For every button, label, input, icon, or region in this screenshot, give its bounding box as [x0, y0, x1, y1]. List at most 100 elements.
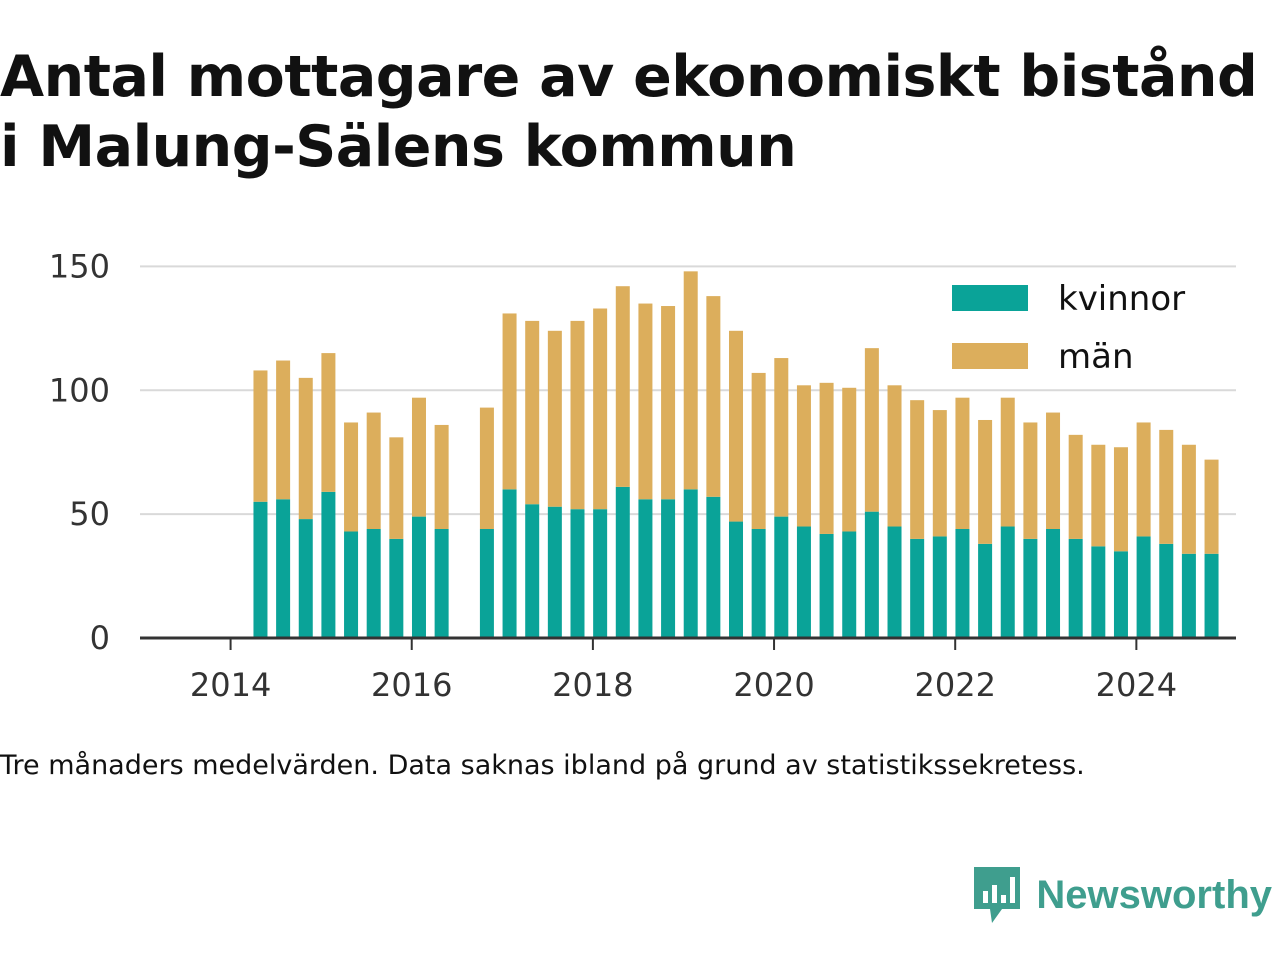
- bar-kvinnor: [1113, 551, 1128, 638]
- bar-kvinnor: [751, 528, 766, 638]
- bar-kvinnor: [729, 521, 744, 638]
- bar-kvinnor: [344, 531, 359, 638]
- bar-kvinnor: [547, 506, 562, 638]
- bar-man: [796, 385, 811, 527]
- brand-logo[interactable]: Newsworthy: [972, 860, 1272, 930]
- bar-kvinnor: [321, 491, 336, 638]
- bar-man: [298, 377, 313, 520]
- x-tick-label: 2022: [914, 666, 995, 704]
- chart-title-line-2: i Malung-Sälens kommun: [0, 114, 797, 180]
- chart-title-line-1: Antal mottagare av ekonomiskt bistånd: [0, 44, 1258, 110]
- chart-title: Antal mottagare av ekonomiskt bistånd i …: [0, 42, 1280, 182]
- y-tick-label: 100: [49, 371, 110, 409]
- bar-man: [525, 320, 540, 505]
- bar-man: [932, 410, 947, 537]
- bar-man: [1136, 422, 1151, 537]
- bar-man: [253, 370, 268, 502]
- x-tick-label: 2018: [552, 666, 633, 704]
- bar-kvinnor: [389, 538, 404, 638]
- bar-kvinnor: [615, 486, 630, 638]
- bar-kvinnor: [638, 499, 653, 638]
- bar-kvinnor: [796, 526, 811, 638]
- bar-kvinnor: [864, 511, 879, 638]
- bar-man: [1046, 412, 1061, 529]
- bar-man: [479, 407, 494, 529]
- bar-man: [864, 348, 879, 512]
- bar-kvinnor: [661, 499, 676, 638]
- axes: 0 50 100 150 2014 2016 2018 2020 2022 2024: [49, 247, 1236, 704]
- bar-man: [661, 306, 676, 500]
- bar-kvinnor: [276, 499, 291, 638]
- bar-man: [344, 422, 359, 532]
- y-tick-label: 150: [49, 247, 110, 285]
- bar-man: [729, 330, 744, 522]
- bar-kvinnor: [819, 533, 834, 638]
- x-tick-label: 2016: [371, 666, 452, 704]
- bar-kvinnor: [298, 519, 313, 638]
- x-tick-label: 2024: [1096, 666, 1177, 704]
- bar-man: [615, 286, 630, 487]
- bar-kvinnor: [1023, 538, 1038, 638]
- bar-man: [638, 303, 653, 500]
- bar-man: [570, 320, 585, 510]
- bars: [253, 271, 1219, 638]
- bar-man: [434, 424, 449, 529]
- bar-man: [955, 397, 970, 529]
- bar-kvinnor: [774, 516, 789, 638]
- legend-swatch-man: [952, 343, 1028, 369]
- legend: kvinnor män: [952, 279, 1185, 377]
- bar-man: [910, 400, 925, 539]
- bar-kvinnor: [479, 528, 494, 638]
- legend-label-man: män: [1058, 337, 1134, 377]
- bar-man: [1204, 459, 1219, 554]
- bar-kvinnor: [593, 509, 608, 638]
- bar-man: [1159, 429, 1174, 544]
- bar-man: [706, 296, 721, 497]
- bar-man: [593, 308, 608, 510]
- bar-kvinnor: [910, 538, 925, 638]
- stacked-bar-chart: 0 50 100 150 2014 2016 2018 2020 2022 2024 kvinno…: [49, 247, 1236, 704]
- bar-man: [751, 372, 766, 529]
- y-tick-label: 0: [90, 619, 110, 657]
- bar-kvinnor: [978, 543, 993, 638]
- bar-man: [1068, 434, 1083, 539]
- bar-kvinnor: [434, 528, 449, 638]
- bar-kvinnor: [1091, 546, 1106, 638]
- bar-man: [502, 313, 517, 490]
- bar-man: [887, 385, 902, 527]
- bar-man: [842, 387, 857, 532]
- bar-kvinnor: [1204, 553, 1219, 638]
- bar-kvinnor: [525, 504, 540, 638]
- bar-kvinnor: [1136, 536, 1151, 638]
- bar-man: [276, 360, 291, 500]
- x-tick-label: 2020: [733, 666, 814, 704]
- bar-man: [819, 382, 834, 534]
- bar-man: [683, 271, 698, 490]
- bar-kvinnor: [1068, 538, 1083, 638]
- bar-kvinnor: [932, 536, 947, 638]
- bar-kvinnor: [683, 489, 698, 638]
- bar-man: [366, 412, 381, 529]
- bar-man: [774, 358, 789, 517]
- bar-kvinnor: [887, 526, 902, 638]
- bar-man: [389, 437, 404, 539]
- newsworthy-logo-icon: [974, 867, 1021, 923]
- bar-kvinnor: [1159, 543, 1174, 638]
- bar-kvinnor: [502, 489, 517, 638]
- footnote: Tre månaders medelvärden. Data saknas ib…: [0, 750, 1085, 781]
- bar-kvinnor: [253, 501, 268, 638]
- bar-man: [547, 330, 562, 507]
- bar-man: [978, 419, 993, 544]
- bar-kvinnor: [1046, 528, 1061, 638]
- brand-name: Newsworthy: [1036, 873, 1272, 917]
- bar-man: [1091, 444, 1106, 547]
- bar-man: [1023, 422, 1038, 539]
- bar-man: [1181, 444, 1196, 554]
- bar-kvinnor: [570, 509, 585, 638]
- legend-swatch-kvinnor: [952, 285, 1028, 311]
- bar-kvinnor: [411, 516, 426, 638]
- bar-kvinnor: [842, 531, 857, 638]
- bar-man: [411, 397, 426, 517]
- bar-kvinnor: [1000, 526, 1015, 638]
- bar-kvinnor: [706, 496, 721, 638]
